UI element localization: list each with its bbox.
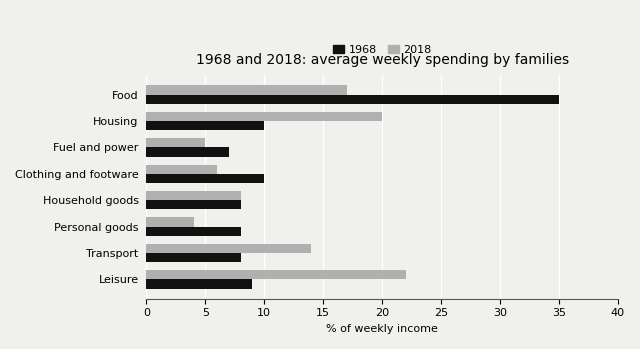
Bar [147, 95, 559, 104]
Bar [147, 279, 253, 289]
Bar [147, 121, 264, 130]
Bar [147, 147, 229, 157]
Bar [147, 165, 217, 174]
Bar [147, 217, 193, 227]
Bar [147, 227, 241, 236]
Bar [147, 253, 241, 262]
Bar [147, 191, 241, 200]
Bar [147, 270, 406, 279]
Bar [147, 200, 241, 209]
Title: 1968 and 2018: average weekly spending by families: 1968 and 2018: average weekly spending b… [196, 53, 569, 67]
Legend: 1968, 2018: 1968, 2018 [328, 40, 436, 59]
Bar [147, 174, 264, 183]
X-axis label: % of weekly income: % of weekly income [326, 324, 438, 334]
Bar [147, 244, 312, 253]
Bar [147, 112, 382, 121]
Bar [147, 86, 347, 95]
Bar [147, 138, 205, 147]
